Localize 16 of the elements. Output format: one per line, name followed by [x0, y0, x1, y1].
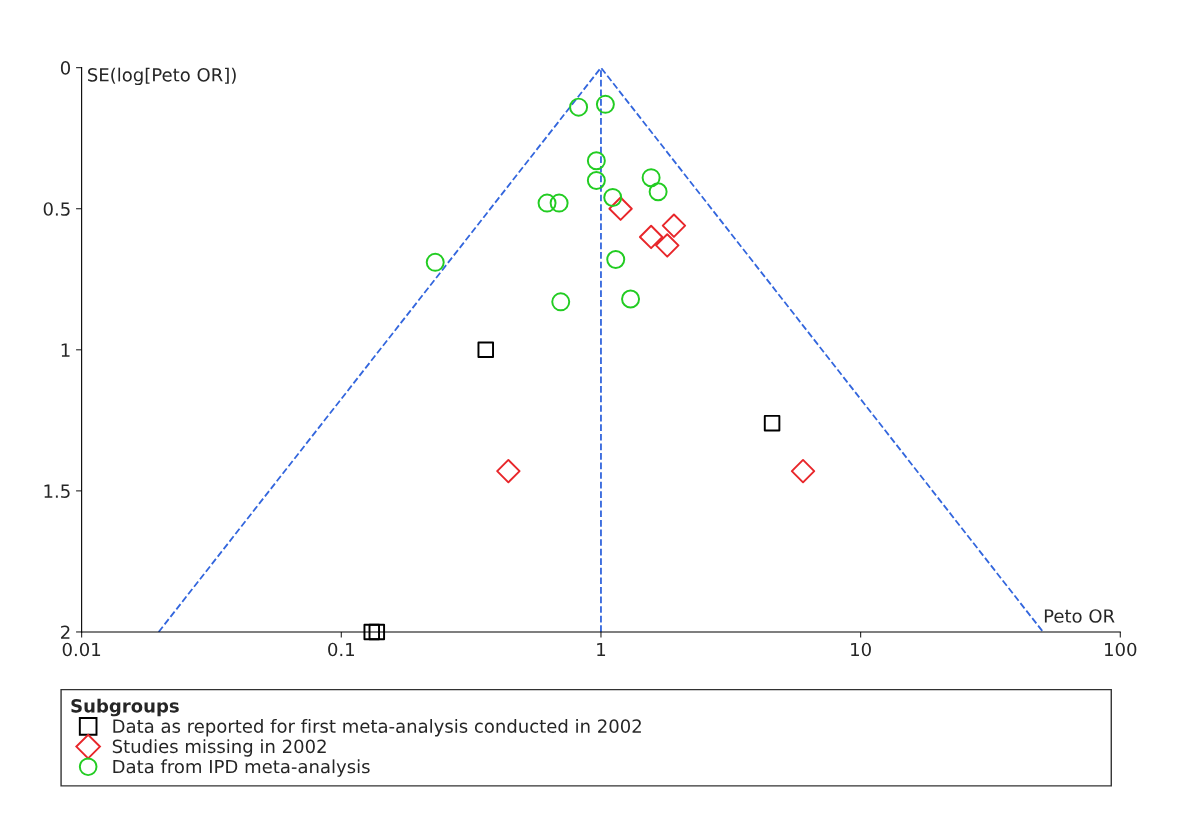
y-tick-label: 1.5	[44, 484, 70, 498]
x-tick-label: 0.1	[328, 642, 354, 657]
x-tick-label: 100	[1105, 642, 1137, 657]
y-tick-label: 0.5	[43, 202, 70, 216]
y-tick-label: 1	[61, 343, 70, 357]
legend-label: Studies missing in 2002	[112, 739, 326, 757]
x-tick-label: 0.01	[62, 642, 101, 657]
y-tick-label: 0	[60, 61, 71, 75]
legend-label: Data as reported for first meta-analysis conducted in 2002	[113, 719, 641, 737]
y-tick-label: 2	[61, 625, 70, 639]
x-tick-label: 10	[851, 642, 871, 657]
x-axis-title: Peto OR	[1044, 609, 1115, 623]
legend-title: Subgroups	[71, 698, 179, 717]
y-axis-title: SE(log[Peto OR])	[88, 67, 236, 86]
legend-label: Data from IPD meta-analysis	[113, 759, 370, 777]
x-tick-label: 1	[597, 642, 606, 657]
